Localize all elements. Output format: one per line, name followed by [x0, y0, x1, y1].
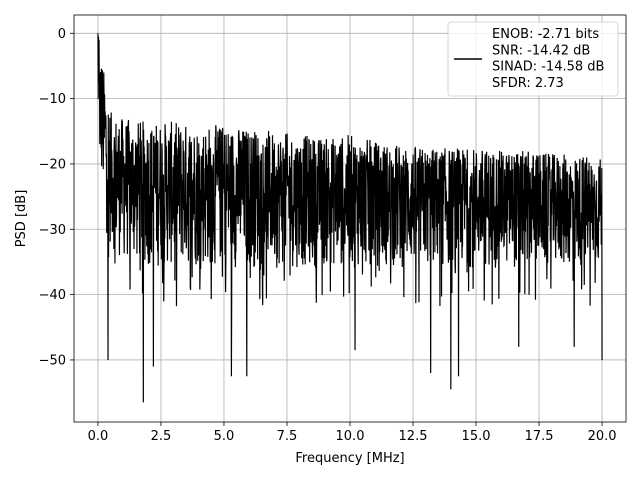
y-tick-label: −40 [39, 288, 66, 303]
x-tick-label: 2.5 [151, 429, 172, 444]
legend-box [447, 21, 619, 97]
y-axis: 0 −10 −20 −30 −40 −50 [39, 27, 74, 368]
legend-entry-sfdr: SFDR: 2.73 [492, 76, 564, 91]
x-axis: 0.0 2.5 5.0 7.5 10.0 12.5 15.0 17.5 20.0 [88, 422, 617, 444]
y-tick-label: −30 [39, 223, 66, 238]
x-tick-label: 10.0 [336, 429, 365, 444]
x-tick-label: 12.5 [399, 429, 428, 444]
series-layer [97, 33, 603, 403]
legend-entry-sinad: SINAD: -14.58 dB [492, 60, 604, 75]
legend: ENOB: -2.71 bits SNR: -14.42 dB SINAD: -… [447, 21, 619, 97]
y-tick-label: −10 [39, 92, 66, 107]
x-tick-label: 17.5 [525, 429, 554, 444]
x-tick-label: 0.0 [88, 429, 109, 444]
x-tick-label: 20.0 [588, 429, 617, 444]
y-tick-label: 0 [58, 27, 66, 42]
y-tick-label: −20 [39, 157, 66, 172]
x-tick-label: 5.0 [214, 429, 235, 444]
x-axis-label: Frequency [MHz] [295, 451, 404, 466]
legend-entry-snr: SNR: -14.42 dB [492, 43, 590, 58]
legend-entry-enob: ENOB: -2.71 bits [492, 27, 599, 42]
y-tick-label: −50 [39, 353, 66, 368]
psd-series-line [97, 33, 603, 403]
x-tick-label: 15.0 [462, 429, 491, 444]
y-axis-label: PSD [dB] [14, 190, 29, 248]
x-tick-label: 7.5 [277, 429, 298, 444]
